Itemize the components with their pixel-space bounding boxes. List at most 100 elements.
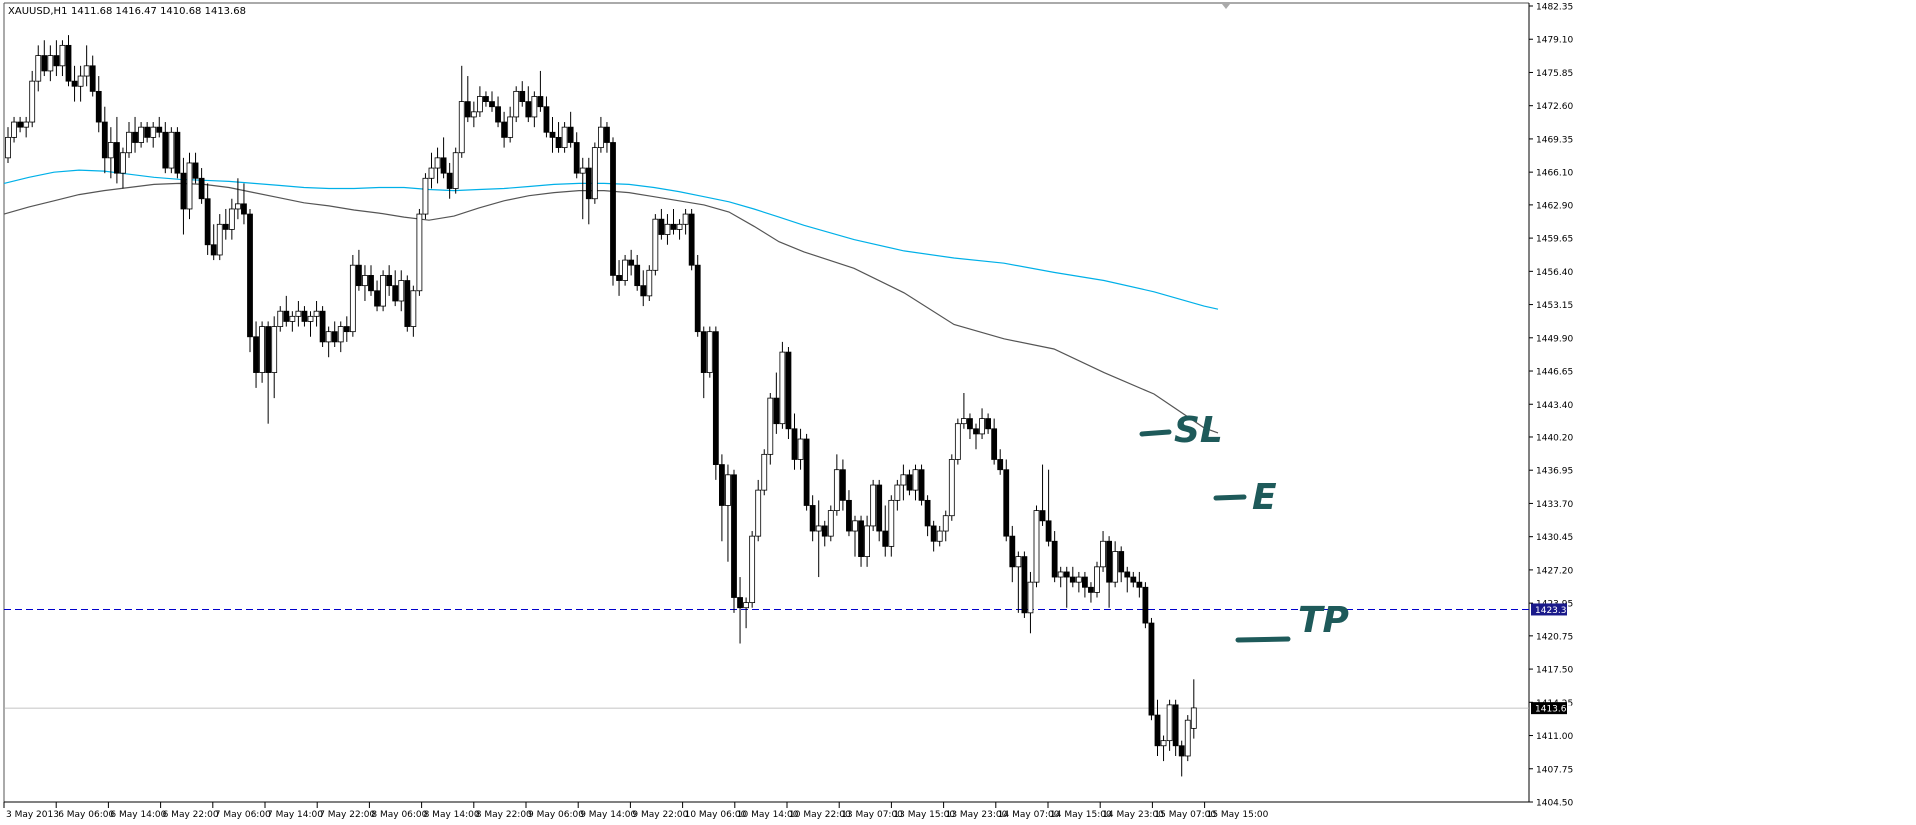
candle-body	[210, 244, 217, 256]
candle	[973, 423, 979, 450]
candle-body	[132, 131, 138, 143]
candle	[192, 152, 199, 184]
candle-body	[126, 131, 132, 154]
candle-body	[979, 418, 985, 435]
candle	[991, 418, 998, 465]
candle-body	[101, 121, 108, 159]
candle	[452, 147, 459, 194]
candle-body	[646, 269, 653, 297]
candle-body	[531, 96, 538, 118]
candle	[1172, 699, 1179, 756]
candle-body	[858, 520, 864, 558]
price-tick-label: 1466.10	[1536, 169, 1573, 179]
candle	[979, 408, 985, 440]
time-tick-label: 3 May 2013	[6, 810, 59, 820]
candle	[355, 249, 362, 291]
candle-body	[833, 469, 840, 511]
candle-body	[797, 438, 804, 460]
time-tick-label: 7 May 22:00	[319, 810, 375, 820]
candle	[458, 65, 465, 158]
candle-body	[428, 167, 435, 179]
candle	[604, 122, 610, 153]
candle-body	[1063, 571, 1070, 578]
candle-body	[731, 474, 737, 598]
time-tick-label: 6 May 22:00	[163, 810, 219, 820]
candle	[652, 214, 659, 276]
candle-body	[1154, 714, 1161, 747]
candle-body	[664, 223, 671, 235]
candle	[162, 122, 169, 174]
price-tick-label: 1459.65	[1536, 235, 1573, 245]
candle	[392, 270, 399, 307]
entry-text: E	[1252, 477, 1277, 518]
time-tick-label: 14 May 23:00	[1102, 810, 1164, 820]
candle	[797, 428, 804, 470]
annotation-tp: TP	[1235, 600, 1349, 643]
candle	[676, 219, 683, 240]
candle-body	[1009, 535, 1016, 568]
candle-body	[900, 474, 907, 486]
candle-body	[331, 331, 338, 343]
candle-body	[192, 162, 199, 179]
candle	[186, 152, 193, 220]
candle-body	[791, 428, 798, 460]
candle	[495, 96, 501, 128]
candle-body	[591, 147, 598, 200]
time-tick-label: 7 May 14:00	[267, 810, 323, 820]
candle-body	[410, 290, 417, 327]
candle	[985, 413, 991, 434]
candle-body	[930, 525, 937, 542]
candle	[761, 449, 768, 496]
candle	[501, 111, 508, 148]
candle-body	[440, 157, 447, 174]
candle-body	[168, 131, 175, 169]
candle	[301, 306, 308, 327]
candle	[561, 122, 568, 153]
candle	[126, 122, 132, 158]
candle	[833, 454, 840, 516]
candle	[362, 265, 368, 301]
candle	[1021, 551, 1028, 618]
candle	[410, 285, 417, 337]
candle	[404, 275, 411, 332]
symbol-label: XAUUSD,H1	[8, 6, 67, 17]
candle-body	[446, 172, 453, 189]
candle	[876, 479, 883, 542]
candle	[712, 326, 719, 480]
candle	[1112, 541, 1119, 588]
candle	[1130, 571, 1137, 588]
time-axis: 3 May 2013 6 May 06:006 May 14:006 May 22…	[3, 802, 1269, 820]
price-tick-label: 1436.95	[1536, 467, 1573, 477]
candle	[440, 137, 447, 179]
candle	[846, 490, 852, 537]
candle-body	[95, 90, 102, 123]
candle	[616, 260, 622, 296]
price-line-label: 1423.33	[1535, 606, 1572, 616]
candles	[5, 35, 1197, 777]
candle	[138, 122, 145, 148]
candle	[537, 70, 544, 112]
candle-body	[156, 126, 163, 133]
candle-body	[65, 44, 72, 82]
candle-body	[5, 136, 11, 159]
price-tick-label: 1440.20	[1536, 433, 1573, 443]
candle	[1075, 571, 1082, 593]
candle	[368, 265, 374, 296]
candle	[150, 122, 157, 148]
candle	[337, 321, 344, 353]
time-tick-label: 8 May 06:00	[371, 810, 427, 820]
sl-dash	[1139, 429, 1172, 437]
time-tick-label: 6 May 06:00	[58, 810, 114, 820]
chart-shift-marker[interactable]	[1222, 4, 1230, 9]
candle-body	[1130, 576, 1137, 583]
candle-body	[773, 397, 780, 425]
candle-body	[1015, 556, 1022, 568]
candle	[779, 341, 786, 429]
candle-body	[585, 167, 592, 200]
entry-dash	[1213, 494, 1247, 501]
candle-body	[985, 418, 991, 430]
price-tick-label: 1417.50	[1536, 666, 1573, 676]
candle	[682, 208, 689, 235]
candle	[785, 346, 792, 440]
